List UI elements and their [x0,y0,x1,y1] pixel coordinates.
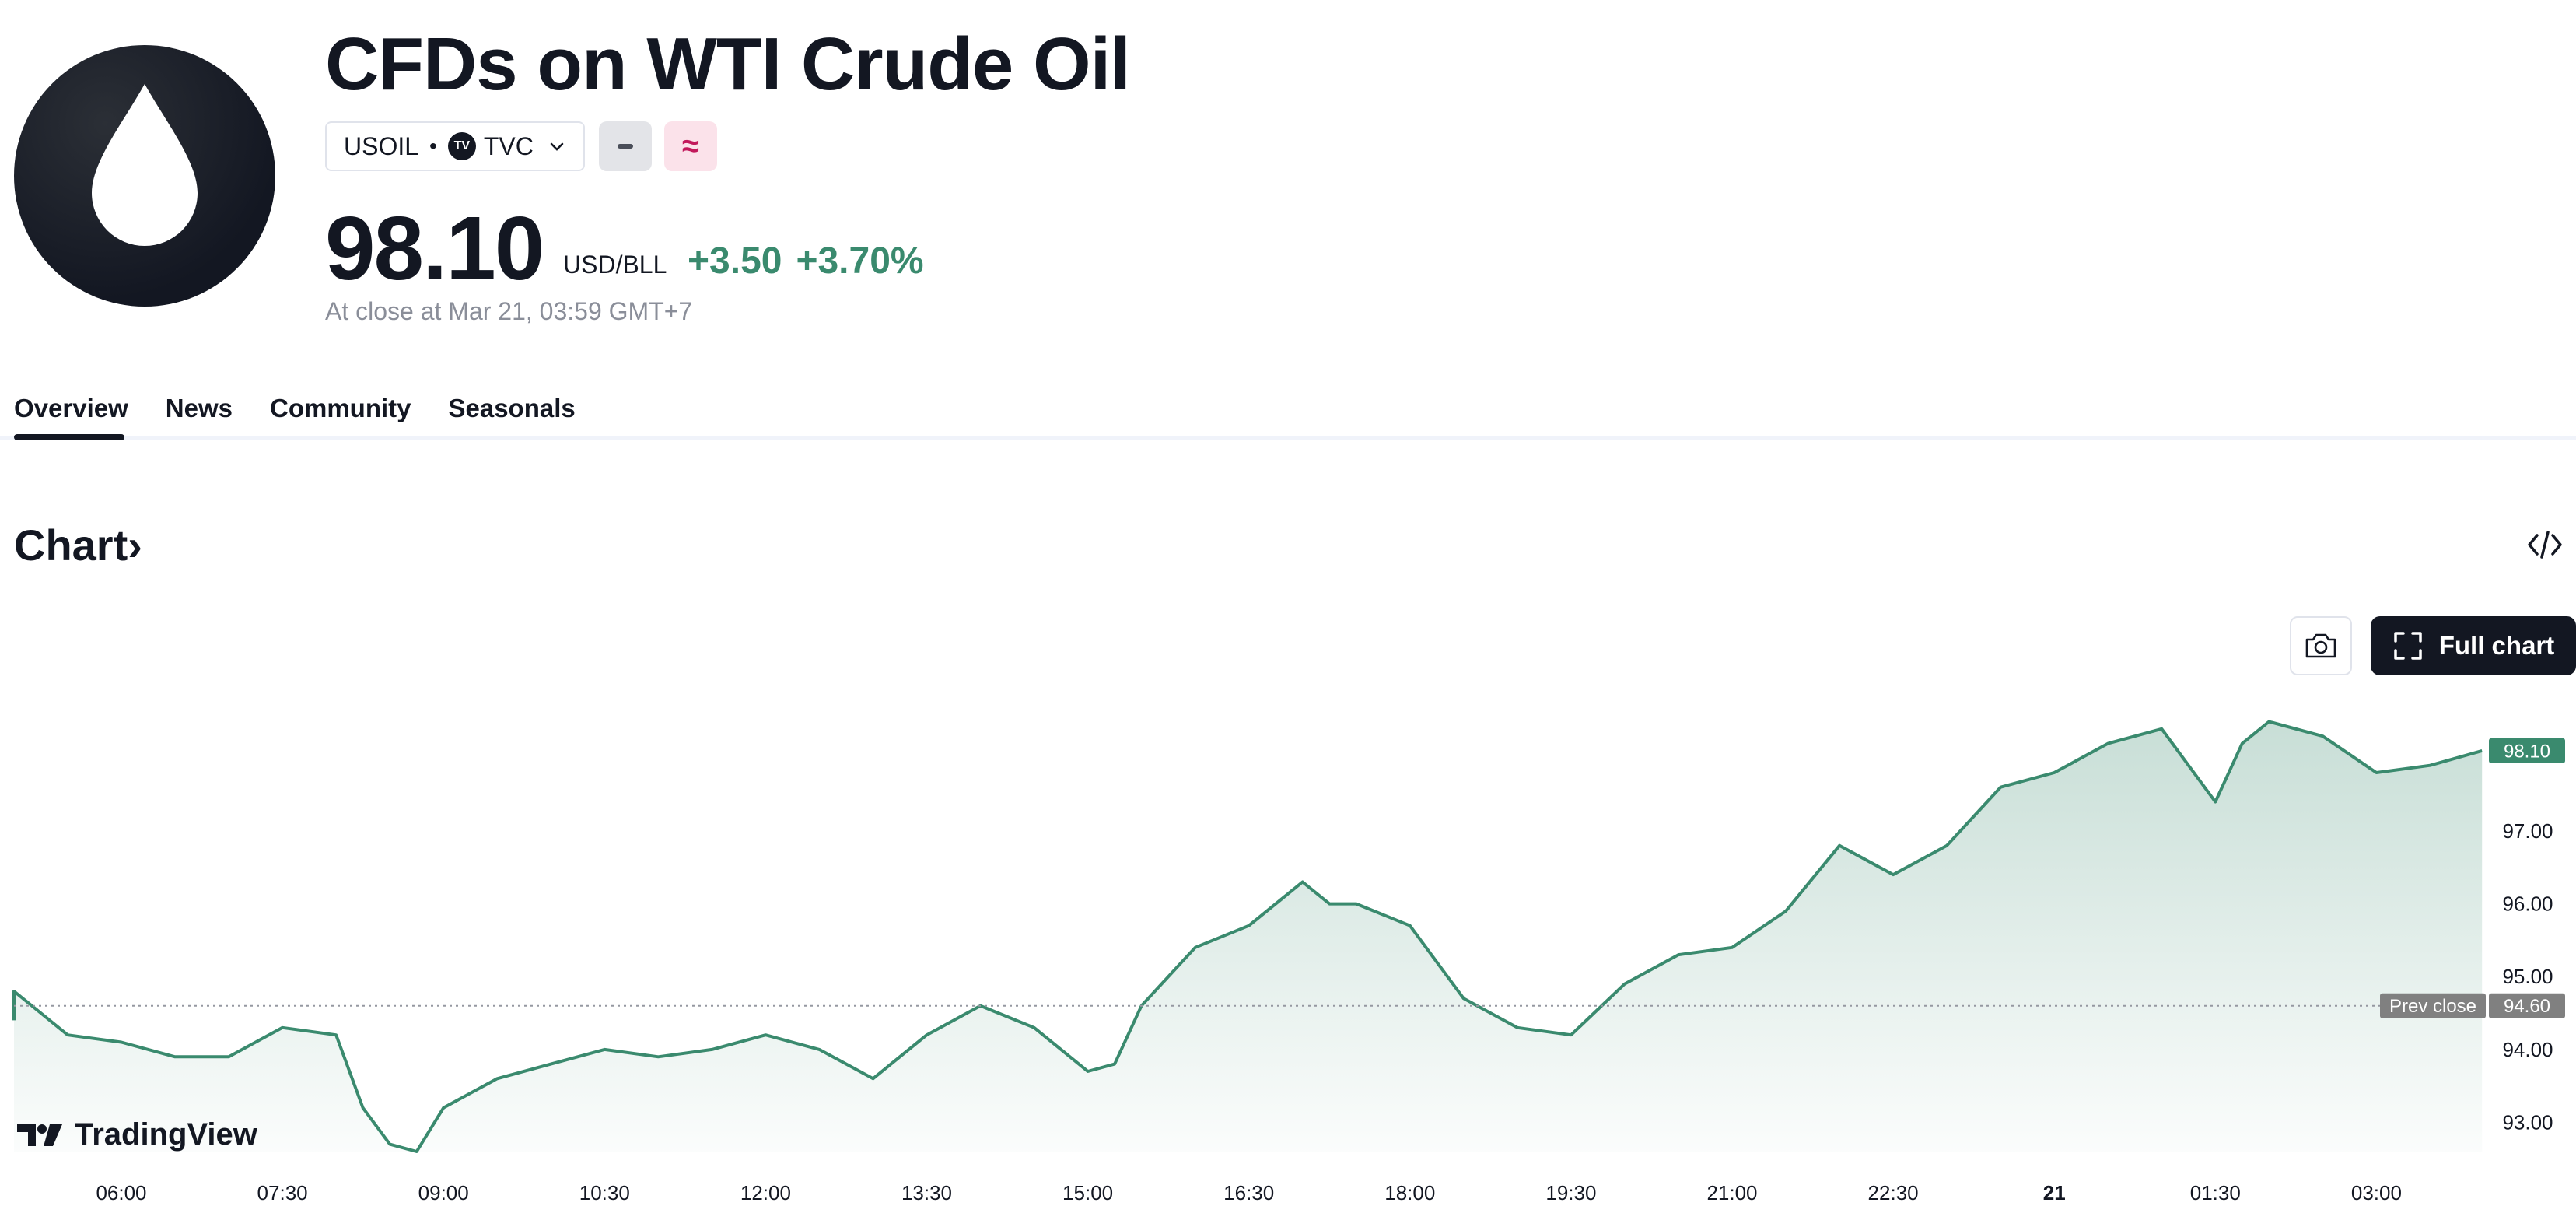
prev-close-price-tag-text: 94.60 [2504,996,2550,1017]
change-absolute: +3.50 [688,240,782,282]
tab-seasonals[interactable]: Seasonals [448,394,576,422]
x-tick-label: 21:00 [1706,1181,1757,1204]
y-tick-label: 95.00 [2502,965,2553,988]
x-tick-label: 09:00 [418,1181,469,1204]
oil-drop-icon [92,84,198,246]
symbol-label: USOIL [344,131,419,160]
tradingview-badge-icon: TV [447,132,476,160]
last-price-tag: 98.10 [2489,738,2565,763]
full-chart-button[interactable]: Full chart [2371,616,2576,675]
tab-bar: Overview News Community Seasonals [14,394,613,434]
price-line [12,720,2483,1153]
chart-title-text: Chart [14,521,128,570]
page-title: CFDs on WTI Crude Oil [325,23,1131,106]
symbol-exchange-selector[interactable]: USOIL • TV TVC [325,121,585,171]
camera-icon [2305,633,2336,658]
tradingview-logo-icon [17,1124,62,1146]
x-tick-label: 18:00 [1384,1181,1435,1204]
x-tick-label: 13:30 [901,1181,952,1204]
y-tick-label: 97.00 [2502,819,2553,843]
separator-dot: • [429,134,437,158]
chevron-right-icon: › [128,521,142,570]
embed-code-icon[interactable] [2526,526,2564,563]
oil-drop-logo [14,45,275,307]
chart-section-title[interactable]: Chart› [14,520,142,570]
change-percent: +3.70% [796,240,924,282]
price-unit: USD/BLL [563,251,667,279]
prev-close-label: Prev close [2380,993,2486,1018]
tradingview-brand-text: TradingView [75,1117,257,1152]
x-tick-label: 19:30 [1545,1181,1596,1204]
price-area-fill [14,721,2483,1152]
y-tick-label: 93.00 [2502,1111,2553,1134]
x-tick-label: 22:30 [1868,1181,1919,1204]
x-tick-label: 03:00 [2351,1181,2402,1204]
tab-divider [0,436,2576,440]
close-info: At close at Mar 21, 03:59 GMT+7 [325,297,693,325]
tab-overview[interactable]: Overview [14,394,128,422]
price-chart[interactable]: Prev close 94.60 98.10 93.00 94.00 95.00 96.00… [0,692,2576,1206]
fullscreen-icon [2393,632,2422,660]
x-tick-label: 07:30 [257,1181,308,1204]
y-tick-label: 94.00 [2502,1038,2553,1061]
tradingview-watermark: TradingView [16,1117,257,1152]
market-status-badge[interactable] [599,121,652,171]
x-tick-label: 12:00 [740,1181,791,1204]
x-tick-label: 15:00 [1062,1181,1113,1204]
prev-close-label-text: Prev close [2389,996,2476,1017]
last-price-tag-text: 98.10 [2504,741,2550,762]
x-tick-label: 16:30 [1223,1181,1274,1204]
y-tick-label: 96.00 [2502,892,2553,916]
prev-close-price-tag: 94.60 [2489,993,2565,1018]
tab-community[interactable]: Community [269,394,411,422]
x-tick-label: 21 [2043,1181,2066,1204]
screenshot-button[interactable] [2290,616,2352,675]
tab-news[interactable]: News [165,394,233,422]
last-price: 98.10 [325,198,544,299]
exchange-label: TVC [483,131,534,160]
minus-icon [618,144,633,149]
x-tick-label: 10:30 [579,1181,630,1204]
x-tick-label: 01:30 [2190,1181,2241,1204]
approx-icon: ≈ [682,128,699,163]
chevron-down-icon [550,142,564,151]
derivative-badge[interactable]: ≈ [664,121,717,171]
full-chart-label: Full chart [2438,631,2555,660]
active-tab-indicator [14,434,124,440]
price-change: +3.50 +3.70% [688,240,924,282]
x-tick-label: 06:00 [96,1181,146,1204]
